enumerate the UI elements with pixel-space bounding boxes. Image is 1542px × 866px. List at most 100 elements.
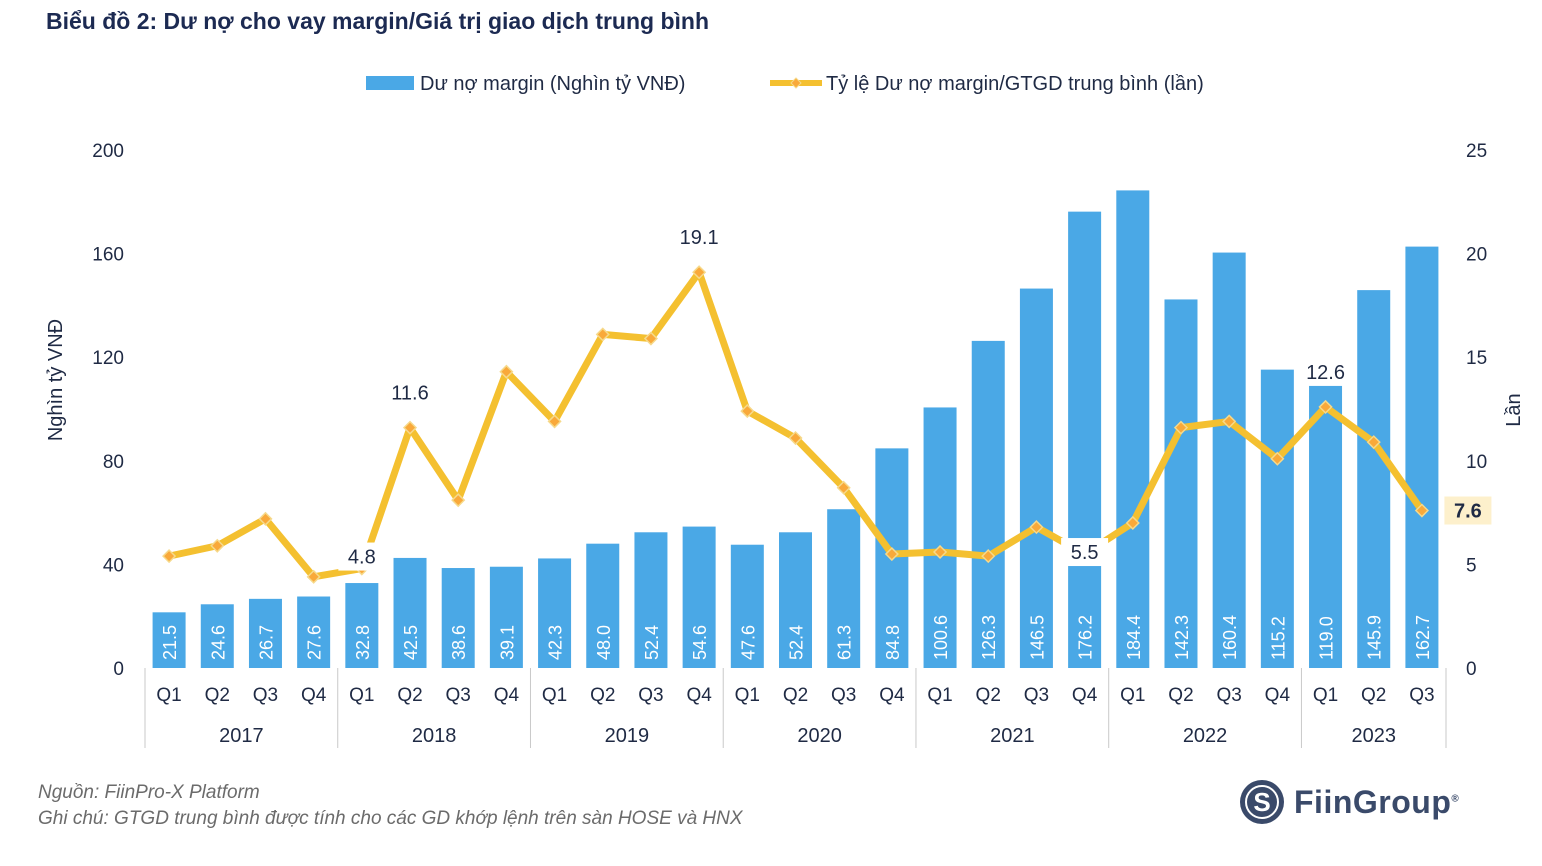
- ratio-label-bg: [338, 542, 386, 571]
- bar: [971, 340, 1005, 668]
- year-label: 2018: [412, 725, 457, 747]
- bar-value-label: 184.4: [1124, 615, 1144, 660]
- legend-line-marker: [790, 77, 802, 89]
- ratio-value-label: 7.6: [1454, 501, 1482, 523]
- y-tick-label: 200: [92, 141, 124, 162]
- ratio-point: [547, 414, 562, 429]
- ratio-point: [884, 546, 899, 562]
- ratio-value-label: 11.6: [391, 383, 428, 405]
- bar-value-label: 52.4: [787, 625, 807, 660]
- svg-text:S: S: [1253, 787, 1270, 817]
- note-text: Ghi chú: GTGD trung bình được tính cho c…: [38, 808, 743, 829]
- bar: [1164, 299, 1198, 668]
- y-tick-label: 80: [103, 452, 124, 473]
- ratio-point: [451, 493, 466, 508]
- bar: [345, 583, 379, 668]
- year-label: 2020: [797, 725, 842, 747]
- ratio-label-bg: [1444, 496, 1492, 525]
- ratio-point: [1222, 414, 1237, 429]
- bar: [1405, 246, 1439, 668]
- source-text: Nguồn: FiinPro-X Platform: [38, 782, 260, 803]
- y-tick-label: 160: [92, 245, 124, 266]
- bar: [1116, 190, 1150, 669]
- y2-tick-label: 20: [1466, 245, 1487, 266]
- x-tick-label: Q4: [1265, 685, 1291, 706]
- bar: [1357, 290, 1391, 668]
- bar: [538, 558, 572, 668]
- x-tick-label: Q4: [879, 685, 905, 706]
- bar-value-label: 38.6: [449, 625, 469, 660]
- bar-value-label: 24.6: [208, 625, 228, 660]
- x-tick-label: Q3: [1216, 685, 1241, 706]
- x-tick-label: Q1: [156, 685, 181, 706]
- ratio-point: [595, 327, 610, 342]
- bar: [730, 544, 764, 668]
- ratio-value-label: 4.8: [348, 547, 376, 569]
- fiingroup-logo: S FiinGroup®: [1238, 778, 1459, 826]
- x-tick-label: Q1: [1120, 685, 1145, 706]
- y-axis-title: Nghìn tỷ VNĐ: [45, 319, 67, 441]
- bar-value-label: 145.9: [1365, 615, 1385, 660]
- x-tick-label: Q2: [976, 685, 1001, 706]
- ratio-point: [1029, 520, 1044, 535]
- bar-value-label: 84.8: [883, 625, 903, 660]
- ratio-point: [210, 538, 225, 553]
- bar: [1260, 369, 1294, 668]
- ratio-label-bg: [1061, 538, 1109, 567]
- bar: [297, 596, 331, 668]
- ratio-point: [1366, 435, 1381, 450]
- bar: [779, 532, 812, 668]
- ratio-point: [1125, 515, 1140, 531]
- ratio-point: [162, 549, 177, 564]
- ratio-label-bg: [1296, 357, 1355, 386]
- year-label: 2017: [219, 725, 264, 747]
- x-tick-label: Q3: [1024, 685, 1049, 706]
- bar-value-label: 61.3: [835, 625, 855, 660]
- bar-value-label: 126.3: [979, 615, 999, 660]
- ratio-point: [1318, 399, 1333, 414]
- bar: [489, 566, 523, 668]
- y-tick-label: 0: [113, 659, 124, 680]
- bar-value-label: 42.3: [546, 625, 566, 660]
- year-label: 2023: [1351, 725, 1396, 747]
- x-tick-label: Q3: [253, 685, 278, 706]
- x-tick-label: Q3: [638, 685, 663, 706]
- ratio-point: [692, 265, 707, 280]
- ratio-point: [402, 420, 418, 435]
- ratio-point: [258, 511, 273, 526]
- legend-line-label: Tỷ lệ Dư nợ margin/GTGD trung bình (lần): [826, 73, 1204, 95]
- bar-value-label: 115.2: [1268, 616, 1288, 660]
- legend-bar-swatch: [366, 76, 414, 90]
- bar: [248, 598, 282, 668]
- x-tick-label: Q2: [1361, 685, 1386, 706]
- y-tick-label: 120: [92, 348, 124, 369]
- ratio-point: [643, 331, 659, 346]
- y2-tick-label: 15: [1466, 348, 1487, 369]
- bar-value-label: 100.6: [931, 615, 951, 660]
- y2-tick-label: 5: [1466, 555, 1477, 576]
- x-tick-label: Q3: [831, 685, 856, 706]
- bar-value-label: 48.0: [594, 625, 614, 660]
- bar: [1068, 211, 1102, 668]
- x-tick-label: Q4: [301, 685, 327, 706]
- x-tick-label: Q2: [783, 685, 808, 706]
- ratio-point: [740, 404, 755, 419]
- ratio-value-label: 5.5: [1071, 542, 1099, 564]
- bar-value-label: 42.5: [401, 625, 421, 660]
- bar: [1212, 252, 1246, 668]
- bar-value-label: 21.5: [160, 625, 180, 660]
- y2-tick-label: 25: [1466, 141, 1487, 162]
- x-tick-label: Q3: [1409, 685, 1434, 706]
- bar-value-label: 119.0: [1317, 616, 1337, 660]
- y-tick-label: 40: [103, 555, 124, 576]
- bar-value-label: 146.5: [1027, 615, 1047, 660]
- bar: [586, 543, 620, 668]
- x-tick-label: Q2: [1168, 685, 1193, 706]
- bar: [634, 532, 668, 668]
- ratio-value-label: 12.6: [1306, 362, 1345, 384]
- bar: [200, 604, 234, 668]
- bar-value-label: 142.3: [1172, 615, 1192, 660]
- ratio-point: [499, 364, 514, 379]
- bar-value-label: 176.2: [1076, 615, 1096, 660]
